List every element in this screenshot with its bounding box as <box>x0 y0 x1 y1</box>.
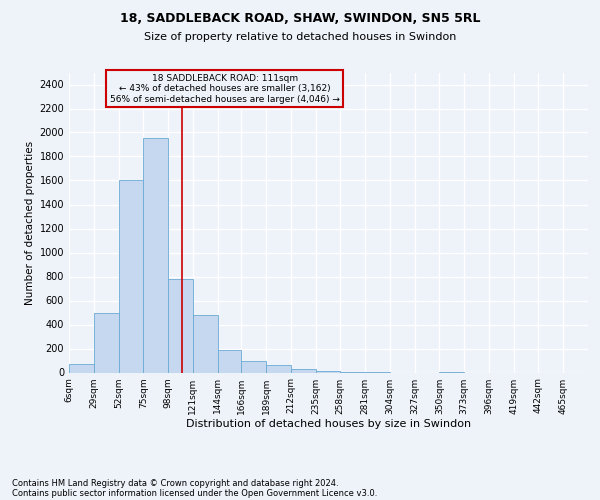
Bar <box>218 350 241 372</box>
Bar <box>168 279 193 372</box>
Bar <box>241 360 266 372</box>
Bar <box>69 364 94 372</box>
Text: Contains public sector information licensed under the Open Government Licence v3: Contains public sector information licen… <box>12 488 377 498</box>
Y-axis label: Number of detached properties: Number of detached properties <box>25 140 35 304</box>
Text: 18 SADDLEBACK ROAD: 111sqm
← 43% of detached houses are smaller (3,162)
56% of s: 18 SADDLEBACK ROAD: 111sqm ← 43% of deta… <box>110 74 340 104</box>
Bar <box>94 312 119 372</box>
Bar <box>119 180 143 372</box>
Bar <box>266 366 291 372</box>
Text: 18, SADDLEBACK ROAD, SHAW, SWINDON, SN5 5RL: 18, SADDLEBACK ROAD, SHAW, SWINDON, SN5 … <box>120 12 480 26</box>
Bar <box>291 369 316 372</box>
Text: Size of property relative to detached houses in Swindon: Size of property relative to detached ho… <box>144 32 456 42</box>
Bar <box>193 315 218 372</box>
Text: Contains HM Land Registry data © Crown copyright and database right 2024.: Contains HM Land Registry data © Crown c… <box>12 478 338 488</box>
X-axis label: Distribution of detached houses by size in Swindon: Distribution of detached houses by size … <box>186 420 471 430</box>
Bar <box>143 138 168 372</box>
